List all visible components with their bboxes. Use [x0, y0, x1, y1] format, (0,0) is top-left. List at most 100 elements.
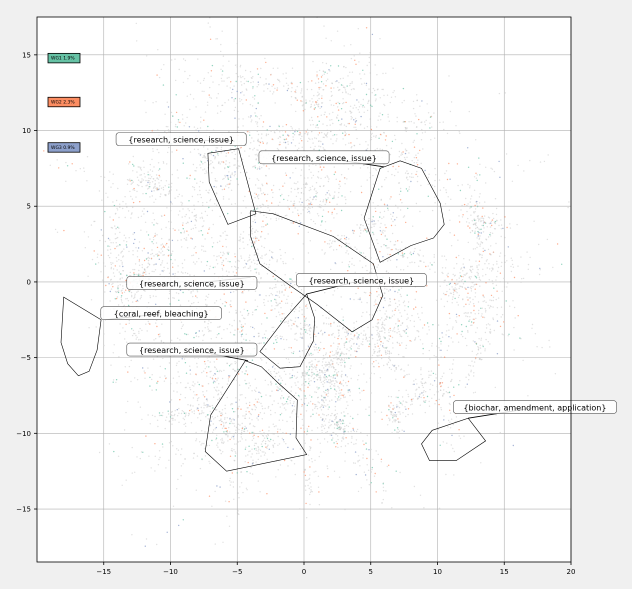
scatter-point	[373, 349, 375, 351]
scatter-point	[293, 401, 295, 403]
scatter-point	[217, 153, 219, 155]
scatter-point	[363, 291, 366, 294]
scatter-point	[485, 273, 487, 276]
scatter-point	[111, 283, 113, 286]
scatter-point	[203, 220, 205, 222]
scatter-point	[195, 373, 197, 375]
scatter-point	[235, 311, 238, 314]
scatter-point	[531, 323, 534, 326]
scatter-point	[147, 252, 149, 254]
scatter-point	[413, 250, 415, 253]
scatter-point	[304, 357, 307, 360]
scatter-point	[376, 334, 378, 336]
scatter-point	[303, 415, 305, 417]
scatter-point	[318, 455, 320, 458]
scatter-point	[139, 298, 141, 300]
scatter-point	[234, 265, 236, 268]
scatter-point	[265, 165, 268, 167]
scatter-point	[441, 271, 443, 274]
scatter-point	[372, 365, 375, 368]
scatter-point	[216, 485, 218, 487]
scatter-point	[348, 238, 350, 240]
scatter-point	[342, 84, 344, 87]
scatter-point	[371, 219, 373, 221]
scatter-point	[482, 275, 484, 277]
scatter-point	[287, 84, 289, 87]
scatter-point	[154, 470, 156, 472]
scatter-point	[251, 390, 253, 392]
scatter-point	[329, 239, 331, 242]
scatter-point	[202, 339, 204, 342]
scatter-point	[201, 234, 204, 236]
scatter-point	[161, 215, 163, 217]
scatter-point	[157, 169, 160, 171]
scatter-point	[374, 149, 376, 151]
scatter-point	[318, 86, 320, 89]
scatter-point	[201, 225, 204, 228]
scatter-point	[194, 224, 196, 226]
scatter-point	[292, 172, 294, 174]
scatter-point	[442, 121, 444, 123]
scatter-point	[196, 399, 199, 402]
scatter-point	[170, 254, 172, 256]
scatter-point	[420, 369, 422, 371]
scatter-point	[197, 201, 199, 203]
scatter-point	[115, 245, 118, 248]
scatter-point	[477, 272, 479, 275]
scatter-point	[133, 165, 135, 167]
scatter-point	[180, 465, 183, 467]
scatter-point	[365, 219, 368, 222]
scatter-point	[341, 195, 343, 197]
scatter-point	[446, 290, 448, 293]
scatter-point	[235, 266, 237, 268]
scatter-point	[266, 437, 269, 440]
scatter-point	[140, 294, 143, 297]
scatter-point	[387, 209, 389, 211]
scatter-point	[307, 132, 309, 134]
scatter-point	[328, 400, 331, 402]
scatter-point	[379, 38, 381, 40]
scatter-point	[299, 134, 301, 136]
scatter-point	[340, 124, 342, 126]
scatter-point	[325, 361, 327, 363]
scatter-point	[202, 391, 204, 393]
scatter-point	[502, 227, 504, 230]
scatter-point	[324, 149, 326, 151]
scatter-point	[188, 412, 190, 415]
scatter-point	[280, 398, 282, 400]
scatter-point	[110, 252, 112, 254]
scatter-point	[171, 423, 173, 425]
scatter-point	[367, 144, 369, 146]
scatter-point	[468, 222, 470, 224]
scatter-point	[389, 198, 391, 200]
scatter-point	[276, 261, 278, 263]
scatter-point	[379, 309, 381, 312]
scatter-point	[91, 258, 94, 261]
scatter-point	[277, 67, 279, 69]
scatter-point	[215, 438, 217, 441]
scatter-point	[369, 139, 372, 141]
scatter-point	[280, 338, 282, 340]
scatter-point	[379, 97, 381, 99]
scatter-point	[470, 281, 472, 283]
scatter-point	[504, 236, 506, 239]
scatter-point	[461, 216, 464, 218]
scatter-point	[220, 257, 222, 259]
scatter-point	[324, 176, 326, 179]
scatter-point	[181, 204, 183, 206]
scatter-point	[271, 432, 274, 435]
scatter-point	[303, 183, 305, 186]
scatter-point	[272, 452, 274, 454]
scatter-point	[306, 128, 309, 131]
scatter-point	[234, 329, 236, 331]
scatter-point	[383, 319, 386, 321]
scatter-point	[239, 75, 242, 77]
scatter-point	[145, 435, 147, 437]
scatter-point	[248, 190, 250, 193]
scatter-point	[274, 212, 277, 214]
scatter-point	[231, 266, 233, 268]
scatter-point	[242, 241, 244, 243]
scatter-point	[233, 99, 235, 101]
scatter-point	[283, 348, 285, 351]
scatter-point	[377, 242, 379, 245]
